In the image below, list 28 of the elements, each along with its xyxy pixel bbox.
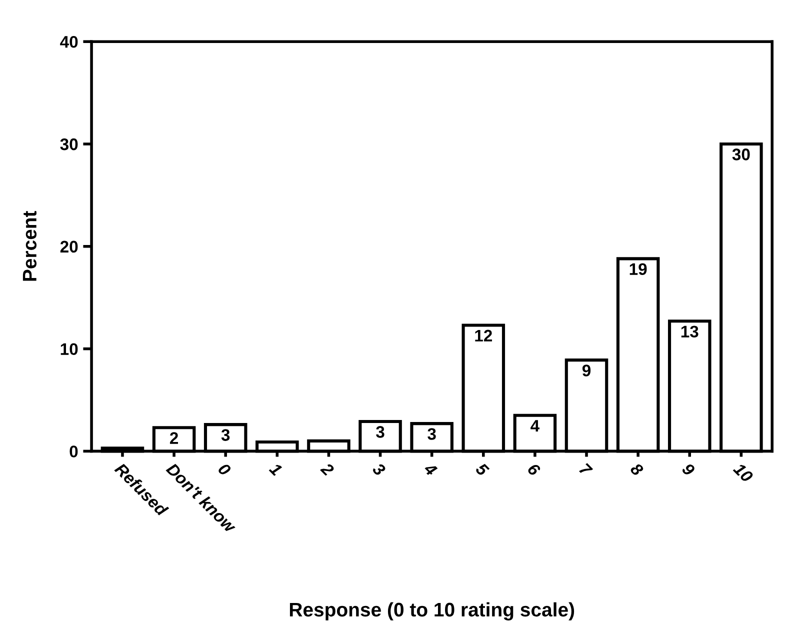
x-tick-label: 7: [578, 462, 594, 478]
data-label: 12: [475, 330, 492, 342]
data-label: 3: [376, 426, 384, 438]
x-tick-label: 10: [732, 462, 754, 484]
x-tick-label: 4: [423, 462, 438, 477]
x-tick-label: 8: [630, 462, 644, 477]
data-label: 9: [582, 364, 591, 376]
data-label: 13: [681, 326, 698, 338]
data-label: 3: [428, 428, 436, 440]
y-tick-label: 20: [60, 240, 78, 253]
x-tick-label: 1: [268, 462, 283, 476]
data-label: 2: [170, 432, 178, 444]
x-tick-label: 0: [217, 462, 232, 477]
data-label: 4: [530, 420, 540, 432]
x-tick-label: 9: [681, 462, 696, 477]
data-label: 19: [630, 263, 647, 276]
data-label: 3: [221, 429, 230, 441]
y-tick-label: 0: [70, 446, 78, 458]
y-axis-title: Percent: [22, 210, 37, 281]
x-axis-title: Response (0 to 10 rating scale): [290, 602, 574, 621]
y-tick-label: 40: [60, 36, 78, 48]
x-tick-label: 6: [526, 462, 542, 477]
y-tick-label: 10: [60, 343, 78, 356]
x-tick-label: 5: [474, 462, 490, 477]
y-tick-label: 30: [60, 138, 78, 150]
x-tick-label: 2: [320, 462, 335, 477]
data-label: 30: [732, 148, 750, 160]
x-tick-label: 3: [372, 462, 386, 477]
